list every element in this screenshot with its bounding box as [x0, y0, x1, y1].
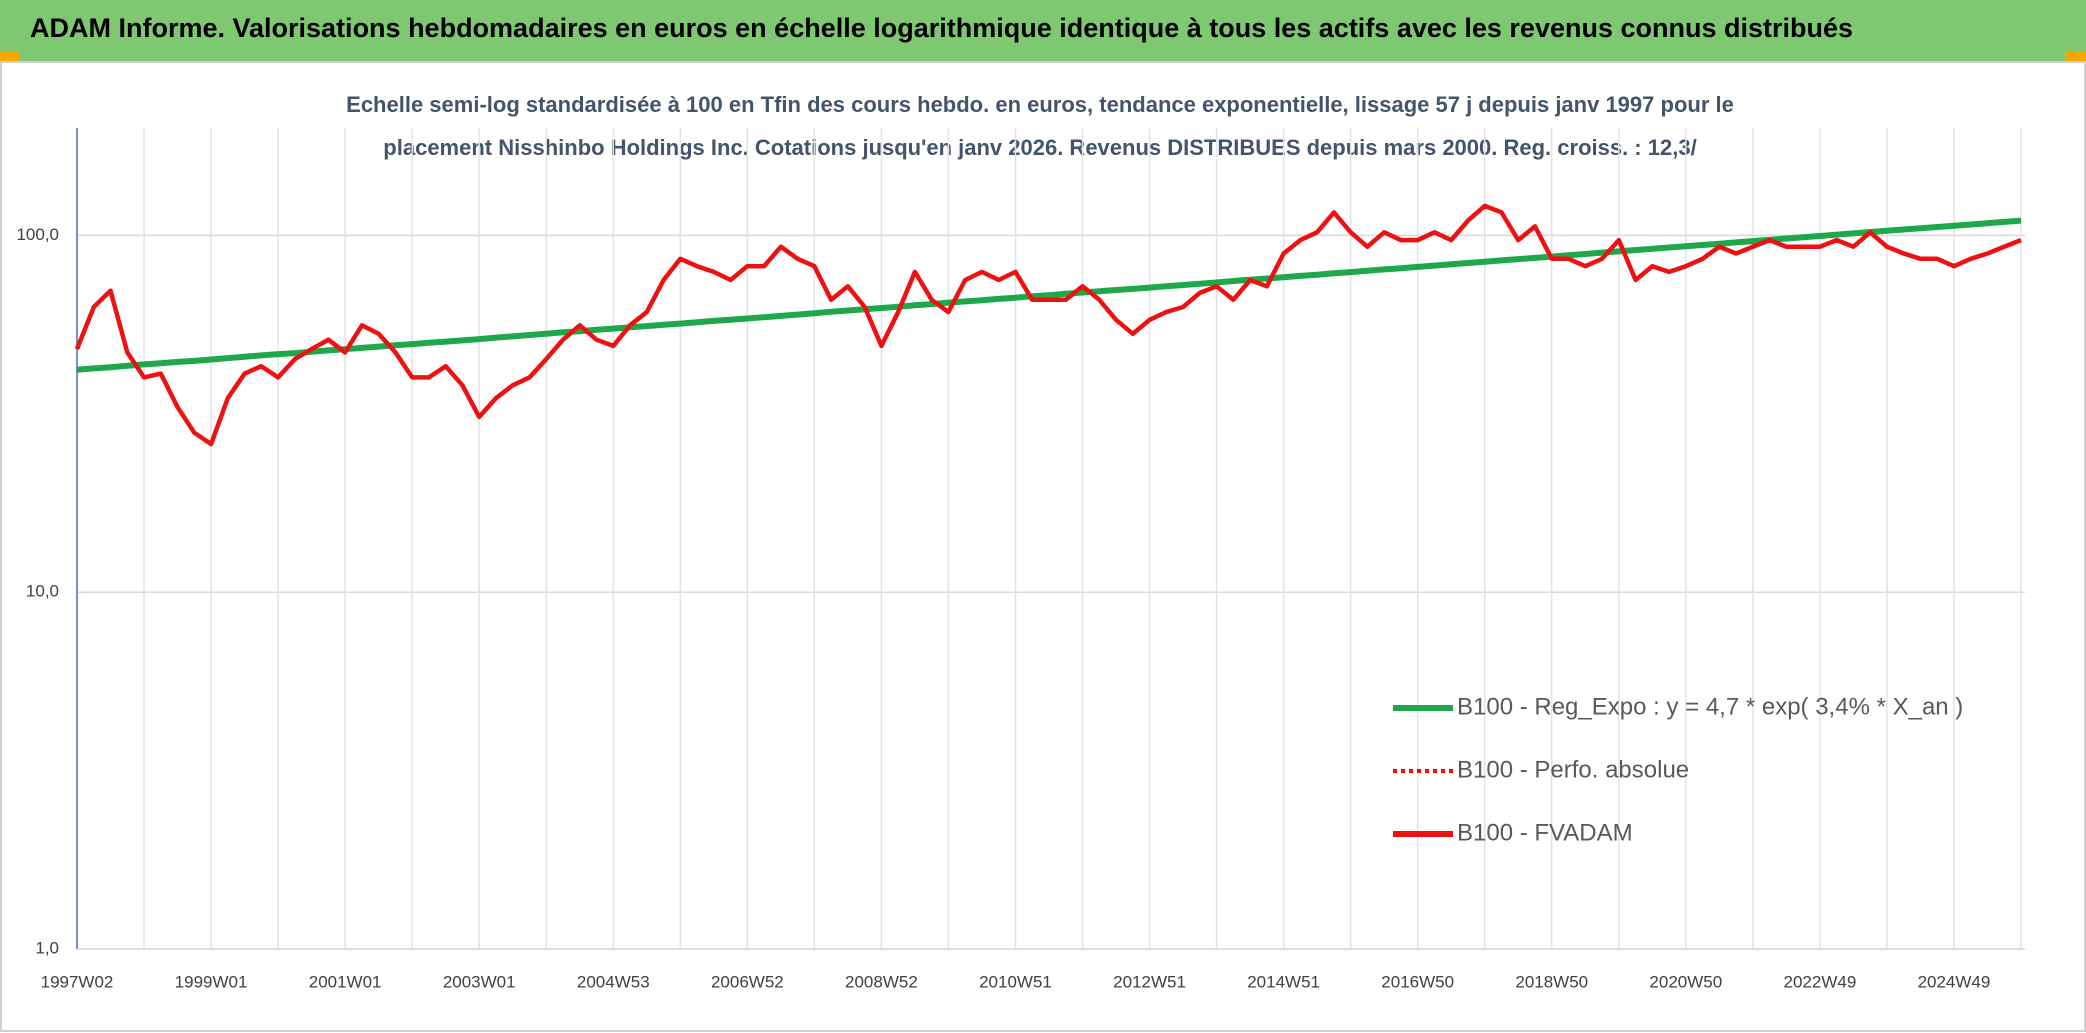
x-tick-label: 2008W52 [845, 972, 918, 991]
series-line [74, 203, 2022, 447]
x-tick-label: 2016W50 [1381, 972, 1454, 991]
corner [0, 52, 20, 62]
x-tick-label: 2024W49 [1918, 972, 1991, 991]
x-tick-label: 2022W49 [1784, 972, 1857, 991]
legend-label: B100 - FVADAM [1457, 819, 1633, 846]
x-tick-label: 2010W51 [979, 972, 1052, 991]
x-tick-label: 2020W50 [1649, 972, 1722, 991]
x-tick-label: 2004W53 [577, 972, 650, 991]
y-tick-label: 100,0 [16, 225, 59, 244]
x-tick-label: 2006W52 [711, 972, 784, 991]
y-tick-label: 10,0 [26, 582, 59, 601]
subtitle: placement Nisshinbo Holdings Inc. Cotati… [383, 135, 1696, 160]
x-tick-label: 2014W51 [1247, 972, 1320, 991]
x-tick-label: 2012W51 [1113, 972, 1186, 991]
title-bar [0, 0, 2086, 62]
series-line [76, 217, 2022, 373]
x-tick-label: 1997W02 [41, 972, 114, 991]
frame [0, 61, 2086, 1032]
legend-label: B100 - Perfo. absolue [1457, 756, 1689, 783]
x-tick-label: 2018W50 [1515, 972, 1588, 991]
y-tick-label: 1,0 [35, 938, 59, 957]
chart-title: ADAM Informe. Valorisations hebdomadaire… [30, 13, 1853, 43]
subtitle: Echelle semi-log standardisée à 100 en T… [346, 92, 1734, 117]
x-tick-label: 1999W01 [175, 972, 248, 991]
corner [2066, 52, 2086, 62]
legend-label: B100 - Reg_Expo : y = 4,7 * exp( 3,4% * … [1457, 693, 1963, 720]
x-tick-label: 2003W01 [443, 972, 516, 991]
x-tick-label: 2001W01 [309, 972, 382, 991]
